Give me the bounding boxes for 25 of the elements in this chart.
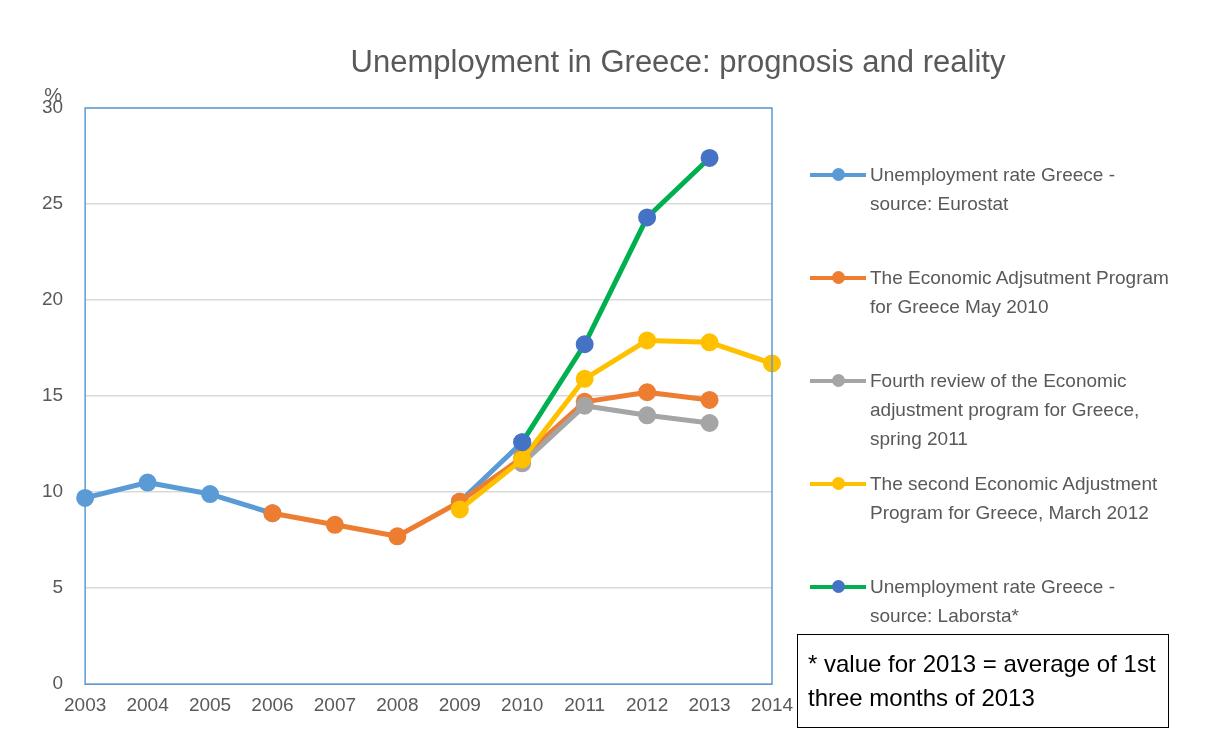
x-tick-label: 2013	[688, 693, 731, 715]
text: * value for 2013 = average of 1st three months of 2013	[797, 634, 1169, 728]
x-tick-label: 2008	[376, 693, 419, 715]
y-tick-label: 5	[52, 576, 64, 598]
x-tick-label: 2007	[313, 693, 357, 715]
x-tick-label: 2011	[564, 693, 606, 715]
x-tick-label: 2003	[63, 693, 107, 715]
legend-label: Fourth review of the Economic adjustment program for Greece, spring 2011	[870, 369, 1141, 451]
x-tick-label: 2004	[126, 693, 170, 715]
x-tick-label: 2010	[501, 693, 544, 715]
x-tick-label: 2012	[625, 693, 669, 715]
x-tick-label: 2005	[188, 693, 232, 715]
legend-label: The Economic Adjsutment Program for Greece May 2010	[870, 266, 1170, 319]
x-tick-label: 2006	[251, 693, 294, 715]
y-tick-label: 15	[41, 384, 64, 406]
y-tick-label: 0	[52, 672, 64, 694]
legend-label: Unemployment rate Greece - source: Laborsta*	[870, 575, 1116, 628]
x-tick-label: 2014	[750, 693, 794, 715]
legend-label: Unemployment rate Greece - source: Eurostat	[870, 163, 1116, 216]
x-tick-label: 2009	[438, 693, 481, 715]
chart-title: Unemployment in Greece: prognosis and reality	[349, 44, 1007, 80]
y-tick-label: 20	[41, 288, 64, 310]
legend-label: The second Economic Adjustment Program for Greece, March 2012	[870, 472, 1159, 525]
y-tick-label: 25	[41, 192, 64, 214]
y-tick-label: 10	[41, 480, 64, 502]
